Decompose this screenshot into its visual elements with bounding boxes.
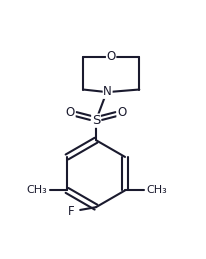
- Text: O: O: [117, 106, 126, 119]
- Text: S: S: [92, 114, 100, 127]
- Text: CH₃: CH₃: [146, 185, 167, 196]
- Text: F: F: [68, 205, 75, 218]
- Text: O: O: [107, 51, 116, 63]
- Text: O: O: [66, 106, 75, 119]
- Text: CH₃: CH₃: [26, 185, 47, 196]
- Text: N: N: [103, 85, 112, 98]
